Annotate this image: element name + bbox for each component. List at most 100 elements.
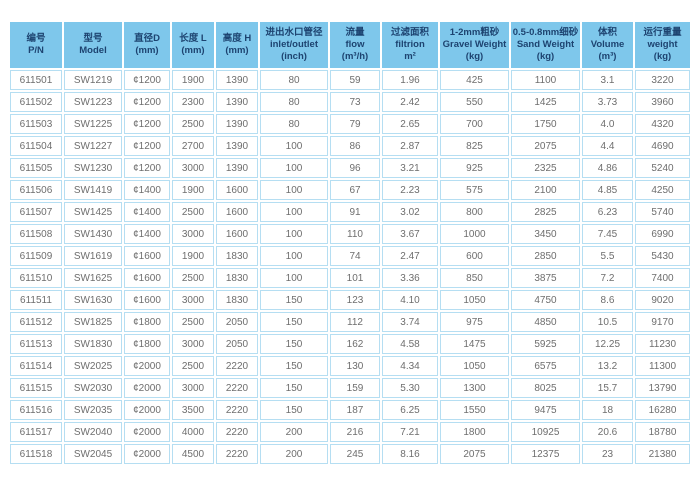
cell: 13790 <box>635 378 690 398</box>
column-header-model: 型号 Model <box>64 22 122 68</box>
cell: 3875 <box>511 268 580 288</box>
cell: 611502 <box>10 92 62 112</box>
cell: 1390 <box>216 92 258 112</box>
cell: 123 <box>330 290 380 310</box>
cell: 550 <box>440 92 509 112</box>
cell: 1100 <box>511 70 580 90</box>
cell: ¢1200 <box>124 158 170 178</box>
cell: 1600 <box>216 180 258 200</box>
cell: 3220 <box>635 70 690 90</box>
cell: 611518 <box>10 444 62 464</box>
cell: SW1419 <box>64 180 122 200</box>
cell: 5.5 <box>582 246 633 266</box>
cell: 10925 <box>511 422 580 442</box>
cell: 100 <box>260 180 328 200</box>
cell: 110 <box>330 224 380 244</box>
cell: 8.16 <box>382 444 438 464</box>
cell: SW1223 <box>64 92 122 112</box>
table-row: 611518 SW2045 ¢2000 4500 2220 200 245 8.16 2075 1… <box>10 444 690 464</box>
cell: 1600 <box>216 202 258 222</box>
cell: ¢2000 <box>124 400 170 420</box>
cell: 425 <box>440 70 509 90</box>
table-row: 611512 SW1825 ¢1800 2500 2050 150 112 3.74 975 48… <box>10 312 690 332</box>
cell: 611507 <box>10 202 62 222</box>
cell: 21380 <box>635 444 690 464</box>
cell: 2500 <box>172 356 214 376</box>
cell: 7.2 <box>582 268 633 288</box>
cell: 2.42 <box>382 92 438 112</box>
cell: 150 <box>260 356 328 376</box>
cell: SW1625 <box>64 268 122 288</box>
cell: SW1430 <box>64 224 122 244</box>
cell: 4250 <box>635 180 690 200</box>
cell: ¢1400 <box>124 224 170 244</box>
cell: 2825 <box>511 202 580 222</box>
cell: 4.85 <box>582 180 633 200</box>
cell: 5.30 <box>382 378 438 398</box>
table-row: 611503 SW1225 ¢1200 2500 1390 80 79 2.65 700 1750… <box>10 114 690 134</box>
cell: ¢2000 <box>124 356 170 376</box>
cell: 6.23 <box>582 202 633 222</box>
table-row: 611509 SW1619 ¢1600 1900 1830 100 74 2.47 600 285… <box>10 246 690 266</box>
cell: 2500 <box>172 312 214 332</box>
cell: 1900 <box>172 246 214 266</box>
cell: 67 <box>330 180 380 200</box>
cell: 611517 <box>10 422 62 442</box>
table-row: 611517 SW2040 ¢2000 4000 2220 200 216 7.21 1800 1… <box>10 422 690 442</box>
cell: 7400 <box>635 268 690 288</box>
cell: 925 <box>440 158 509 178</box>
cell: 150 <box>260 334 328 354</box>
cell: 2500 <box>172 268 214 288</box>
cell: 800 <box>440 202 509 222</box>
cell: SW1825 <box>64 312 122 332</box>
cell: 611506 <box>10 180 62 200</box>
cell: 80 <box>260 114 328 134</box>
column-header-weight: 运行重量 weight (kg) <box>635 22 690 68</box>
cell: 12375 <box>511 444 580 464</box>
table-row: 611510 SW1625 ¢1600 2500 1830 100 101 3.36 850 38… <box>10 268 690 288</box>
cell: 7.45 <box>582 224 633 244</box>
cell: ¢1400 <box>124 180 170 200</box>
cell: 2.47 <box>382 246 438 266</box>
cell: 101 <box>330 268 380 288</box>
table-row: 611504 SW1227 ¢1200 2700 1390 100 86 2.87 825 207… <box>10 136 690 156</box>
cell: 74 <box>330 246 380 266</box>
cell: 1050 <box>440 356 509 376</box>
cell: ¢1600 <box>124 246 170 266</box>
cell: 2220 <box>216 444 258 464</box>
column-header-filtrion: 过滤面积 filtrion m² <box>382 22 438 68</box>
cell: SW1227 <box>64 136 122 156</box>
cell: 1050 <box>440 290 509 310</box>
cell: ¢1400 <box>124 202 170 222</box>
cell: 4.34 <box>382 356 438 376</box>
cell: 611510 <box>10 268 62 288</box>
cell: SW1230 <box>64 158 122 178</box>
cell: 159 <box>330 378 380 398</box>
cell: SW1225 <box>64 114 122 134</box>
cell: 1.96 <box>382 70 438 90</box>
cell: 3960 <box>635 92 690 112</box>
cell: 10.5 <box>582 312 633 332</box>
cell: SW2040 <box>64 422 122 442</box>
cell: 9020 <box>635 290 690 310</box>
cell: 96 <box>330 158 380 178</box>
cell: 3.1 <box>582 70 633 90</box>
cell: 6990 <box>635 224 690 244</box>
header-row: 编号 P/N 型号 Model 直径D (mm) 长度 L (mm) 高度 H (mm) 进出水口管… <box>10 22 690 68</box>
cell: ¢1200 <box>124 70 170 90</box>
column-header--mm-: 直径D (mm) <box>124 22 170 68</box>
cell: 3.21 <box>382 158 438 178</box>
cell: ¢1800 <box>124 334 170 354</box>
cell: SW2045 <box>64 444 122 464</box>
cell: 3.02 <box>382 202 438 222</box>
cell: 6575 <box>511 356 580 376</box>
cell: 850 <box>440 268 509 288</box>
cell: 9170 <box>635 312 690 332</box>
cell: 245 <box>330 444 380 464</box>
cell: 600 <box>440 246 509 266</box>
cell: 700 <box>440 114 509 134</box>
cell: 4.58 <box>382 334 438 354</box>
cell: SW1219 <box>64 70 122 90</box>
cell: 3450 <box>511 224 580 244</box>
cell: 825 <box>440 136 509 156</box>
